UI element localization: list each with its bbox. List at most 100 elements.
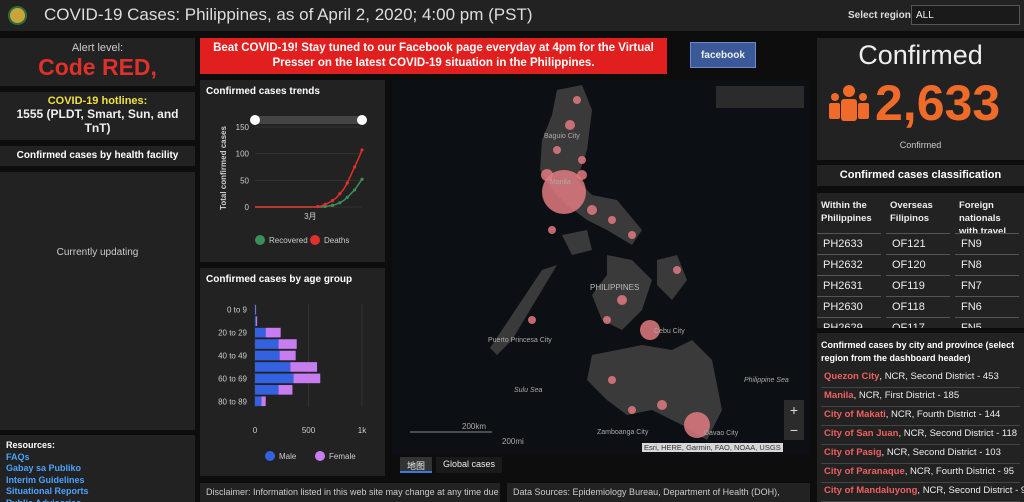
facility-status: Currently updating bbox=[0, 172, 195, 430]
zoom-buttons[interactable]: + − bbox=[784, 400, 804, 440]
alert-value: Code RED, bbox=[38, 54, 157, 80]
city-name: City of Makati bbox=[824, 409, 886, 420]
bar bbox=[255, 385, 279, 395]
trend-chart: Total confirmed cases 0 50 100 150 3月 Recover… bbox=[219, 115, 367, 245]
city-detail: , NCR, Fourth District - 144 bbox=[885, 409, 1001, 420]
line bbox=[255, 149, 363, 208]
map-label: PHILIPPINES bbox=[590, 283, 639, 292]
facebook-button[interactable]: facebook bbox=[690, 42, 756, 68]
cities-panel: Confirmed cases by city and province (se… bbox=[817, 333, 1024, 502]
classification-panel: Within the Philippines PH2633 PH2632 PH2631… bbox=[817, 193, 1024, 328]
resource-link[interactable]: Public Advisories bbox=[6, 498, 189, 502]
tab[interactable]: Global cases bbox=[436, 457, 502, 473]
point bbox=[338, 192, 342, 196]
city-detail: , NCR, First District - 185 bbox=[853, 390, 960, 401]
city-name: City of Pasig bbox=[824, 447, 882, 458]
city-name: City of Paranaque bbox=[824, 466, 905, 477]
trend-panel: Confirmed cases trends Total confirmed c… bbox=[200, 80, 385, 262]
city-name: City of Mandaluyong bbox=[824, 485, 918, 496]
bar bbox=[261, 396, 266, 407]
confirmed-label: Confirmed bbox=[899, 140, 942, 150]
x-tick-label: 500 bbox=[302, 426, 316, 435]
class-column: Within the Philippines PH2633 PH2632 PH2631… bbox=[817, 193, 881, 328]
resource-link[interactable]: Situational Reports bbox=[6, 486, 89, 496]
x-tick-label: 1k bbox=[358, 426, 367, 435]
map-label: Davao City bbox=[704, 430, 739, 437]
case-dots bbox=[528, 96, 710, 438]
resources-title: Resources: bbox=[6, 440, 56, 450]
banner: Beat COVID-19! Stay tuned to our Faceboo… bbox=[200, 38, 667, 74]
city-name: City of San Juan bbox=[824, 428, 899, 439]
region-label: Select region: bbox=[848, 10, 915, 21]
legend-label: Female bbox=[329, 452, 356, 461]
resource-link[interactable]: Interim Guidelines bbox=[6, 474, 85, 485]
logo bbox=[8, 6, 27, 25]
resource-link[interactable]: FAQs bbox=[6, 451, 30, 462]
city-row: City of Makati, NCR, Fourth District - 1… bbox=[821, 407, 1020, 426]
y-tick-label: 50 bbox=[240, 176, 249, 185]
hotlines-text: 1555 (PLDT, Smart, Sun, and TnT) bbox=[16, 107, 179, 135]
brush-track bbox=[255, 116, 362, 124]
age-panel: Confirmed cases by age group 0 500 1k 0 to … bbox=[200, 268, 385, 476]
brush-handle[interactable] bbox=[250, 115, 260, 125]
y-tick-label: 150 bbox=[236, 123, 250, 132]
map-labels: Baguio City Manila PHILIPPINES Cebu City Pue… bbox=[488, 133, 789, 437]
point bbox=[330, 203, 335, 207]
brush-handle[interactable] bbox=[357, 115, 367, 125]
city-detail: , NCR, Second District - 103 bbox=[881, 447, 1001, 458]
map-label: Baguio City bbox=[544, 133, 580, 140]
legend-swatch bbox=[315, 451, 325, 461]
city-row: Manila, NCR, First District - 185 bbox=[821, 388, 1020, 407]
map-panel: Baguio City Manila PHILIPPINES Cebu City Pue… bbox=[392, 80, 810, 455]
y-tick-label: 60 to 69 bbox=[218, 374, 247, 383]
city-detail: , NCR, Second District - 118 bbox=[898, 428, 1018, 439]
legend-swatch bbox=[255, 235, 265, 245]
point bbox=[353, 165, 357, 169]
point bbox=[316, 204, 320, 209]
point bbox=[345, 181, 349, 185]
y-tick-label: 20 to 29 bbox=[218, 329, 247, 338]
tab[interactable]: 地图 bbox=[400, 457, 432, 473]
map-label: Philippine Sea bbox=[744, 377, 789, 384]
class-item: OF117 bbox=[886, 318, 950, 328]
region-select[interactable]: ALL bbox=[911, 5, 1020, 25]
y-axis-label: Total confirmed cases bbox=[219, 126, 228, 210]
bar bbox=[278, 339, 297, 349]
city-detail: , NCR, Second District - 453 bbox=[879, 371, 999, 382]
point bbox=[338, 201, 342, 205]
class-header: Overseas Filipinos bbox=[886, 193, 950, 234]
city-name: Quezon City bbox=[824, 371, 880, 382]
scale-km: 200km bbox=[462, 422, 486, 431]
confirmed-title: Confirmed bbox=[858, 40, 983, 70]
y-tick-label: 100 bbox=[236, 150, 250, 159]
class-item: OF121 bbox=[886, 234, 950, 255]
bar bbox=[255, 327, 266, 338]
bar bbox=[255, 350, 280, 361]
sources: Data Sources: Epidemiology Bureau, Depar… bbox=[507, 483, 810, 502]
bar bbox=[255, 373, 294, 384]
point bbox=[360, 177, 364, 181]
hotlines-panel: COVID-19 hotlines: 1555 (PLDT, Smart, Su… bbox=[0, 92, 195, 140]
point bbox=[323, 202, 327, 206]
classification-title: Confirmed cases classification bbox=[817, 165, 1024, 186]
confirmed-panel: Confirmed 2,633 Confirmed bbox=[817, 38, 1024, 160]
city-row: City of Pasig, NCR, Second District - 10… bbox=[821, 445, 1020, 464]
class-item: OF119 bbox=[886, 276, 950, 297]
map-label: Cebu City bbox=[654, 328, 685, 335]
legend-label: Recovered bbox=[269, 236, 308, 245]
map-toolbar[interactable] bbox=[716, 86, 804, 108]
trend-title: Confirmed cases trends bbox=[206, 86, 320, 97]
map: Baguio City Manila PHILIPPINES Cebu City Pue… bbox=[410, 85, 789, 446]
resource-link[interactable]: Gabay sa Publiko bbox=[6, 463, 82, 473]
point bbox=[360, 148, 364, 152]
bar bbox=[255, 362, 291, 372]
bar bbox=[256, 316, 258, 326]
map-label: Zamboanga City bbox=[597, 429, 649, 436]
resources-panel: Resources: FAQs Gabay sa Publiko Interim G… bbox=[0, 435, 195, 502]
disclaimer: Disclaimer: Information listed in this w… bbox=[200, 483, 500, 502]
bar bbox=[265, 327, 281, 338]
cities-title: Confirmed cases by city and province (se… bbox=[821, 340, 1015, 363]
y-tick-label: 0 bbox=[245, 203, 250, 212]
class-item: PH2631 bbox=[817, 276, 881, 297]
class-item: FN7 bbox=[955, 276, 1019, 297]
